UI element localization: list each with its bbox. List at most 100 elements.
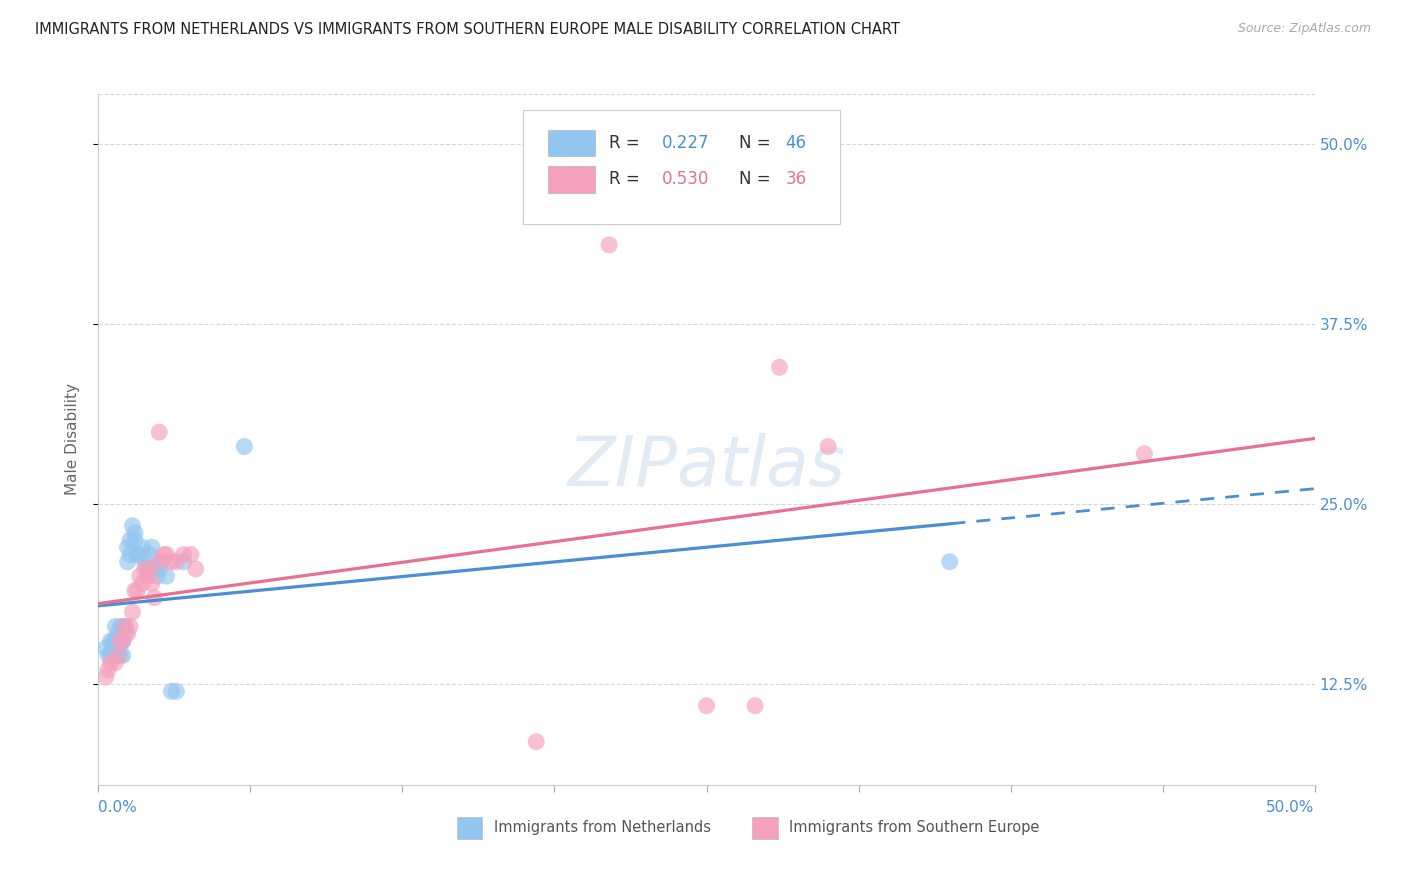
Text: 0.0%: 0.0% (98, 800, 138, 814)
Point (104, 648, 127, 663)
Point (524, 735, 547, 749)
Text: N =: N = (740, 134, 770, 152)
Point (124, 525, 146, 540)
Point (111, 619, 134, 633)
Point (134, 555, 156, 569)
Point (160, 555, 183, 569)
Point (184, 562, 207, 576)
Text: IMMIGRANTS FROM NETHERLANDS VS IMMIGRANTS FROM SOUTHERN EUROPE MALE DISABILITY C: IMMIGRANTS FROM NETHERLANDS VS IMMIGRANT… (35, 22, 900, 37)
Point (110, 648, 132, 663)
Point (101, 634, 124, 648)
Point (97, 648, 120, 663)
Point (148, 425, 170, 439)
Point (110, 634, 132, 648)
Point (233, 440, 256, 454)
Point (180, 548, 202, 562)
Point (155, 569, 177, 583)
Point (101, 641, 124, 656)
Point (131, 541, 153, 555)
Point (131, 576, 153, 591)
Point (107, 634, 129, 648)
FancyBboxPatch shape (523, 111, 841, 224)
Point (100, 634, 122, 648)
Point (134, 562, 156, 576)
Point (117, 555, 139, 569)
Point (121, 605, 143, 619)
Point (111, 634, 134, 648)
Point (173, 555, 195, 569)
Text: R =: R = (609, 134, 640, 152)
Point (1133, 447, 1156, 461)
FancyBboxPatch shape (548, 129, 595, 156)
Point (100, 656, 122, 670)
Point (94, 670, 117, 684)
Point (110, 634, 132, 648)
Point (117, 541, 139, 555)
Point (136, 562, 159, 576)
Text: 36: 36 (786, 170, 807, 188)
Point (111, 648, 134, 663)
Point (143, 591, 166, 605)
Point (104, 656, 127, 670)
Point (148, 562, 170, 576)
Point (143, 562, 166, 576)
Point (146, 569, 169, 583)
Point (160, 684, 183, 698)
Point (100, 648, 122, 663)
Point (173, 548, 195, 562)
Point (127, 548, 149, 562)
Text: 50.0%: 50.0% (1267, 800, 1315, 814)
Point (107, 626, 129, 640)
Text: Immigrants from Southern Europe: Immigrants from Southern Europe (789, 821, 1039, 835)
Point (598, 238, 620, 252)
Point (148, 555, 170, 569)
Point (141, 541, 163, 555)
Point (118, 548, 141, 562)
Point (138, 562, 160, 576)
Point (114, 619, 136, 633)
Point (153, 548, 176, 562)
Point (97, 663, 120, 677)
Point (110, 619, 132, 633)
Text: Source: ZipAtlas.com: Source: ZipAtlas.com (1237, 22, 1371, 36)
FancyBboxPatch shape (548, 166, 595, 193)
Point (118, 533, 141, 548)
Point (817, 440, 839, 454)
Point (114, 626, 136, 640)
Point (128, 548, 150, 562)
Point (165, 555, 187, 569)
Point (107, 648, 129, 663)
Point (104, 619, 127, 633)
Point (155, 548, 177, 562)
Point (128, 569, 150, 583)
Point (117, 626, 139, 640)
Text: 0.227: 0.227 (661, 134, 709, 152)
Point (939, 555, 962, 569)
Point (136, 569, 159, 583)
Y-axis label: Male Disability: Male Disability (65, 384, 80, 495)
Point (114, 619, 136, 633)
Point (768, 360, 790, 375)
Text: R =: R = (609, 170, 640, 188)
Point (94, 641, 117, 656)
Point (121, 518, 143, 533)
Point (150, 555, 173, 569)
Point (141, 576, 163, 591)
Point (127, 583, 149, 598)
Point (110, 634, 132, 648)
Point (744, 698, 766, 713)
Text: Immigrants from Netherlands: Immigrants from Netherlands (494, 821, 710, 835)
Point (107, 648, 129, 663)
Point (111, 634, 134, 648)
Point (124, 583, 146, 598)
Text: 46: 46 (786, 134, 807, 152)
Text: 0.530: 0.530 (661, 170, 709, 188)
Point (124, 533, 146, 548)
Point (165, 684, 187, 698)
Text: ZIPatlas: ZIPatlas (568, 434, 845, 500)
Text: N =: N = (740, 170, 770, 188)
Point (696, 698, 718, 713)
Point (138, 548, 160, 562)
Point (111, 634, 134, 648)
Point (118, 619, 141, 633)
